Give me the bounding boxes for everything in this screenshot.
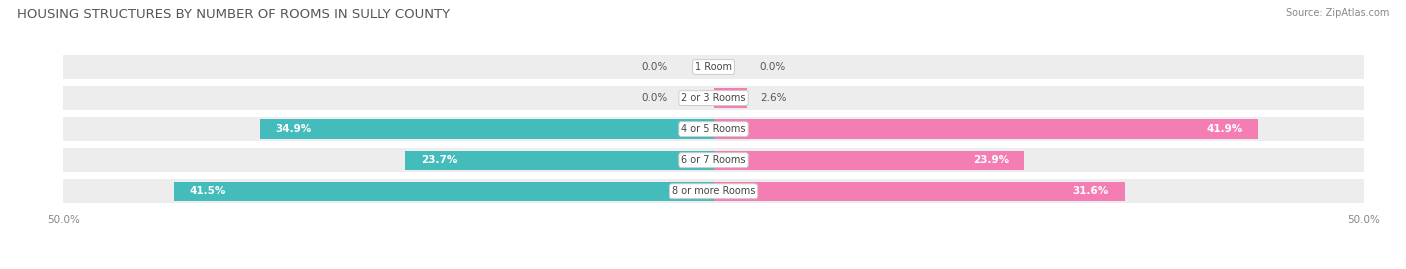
Text: 2.6%: 2.6%	[761, 93, 787, 103]
Text: 6 or 7 Rooms: 6 or 7 Rooms	[682, 155, 745, 165]
Bar	[63, 179, 1364, 203]
Bar	[63, 148, 1364, 172]
Text: 0.0%: 0.0%	[759, 62, 786, 72]
Text: 2 or 3 Rooms: 2 or 3 Rooms	[682, 93, 745, 103]
Text: 31.6%: 31.6%	[1073, 186, 1109, 196]
Text: 8 or more Rooms: 8 or more Rooms	[672, 186, 755, 196]
Text: 1 Room: 1 Room	[695, 62, 733, 72]
Text: 0.0%: 0.0%	[641, 62, 668, 72]
Bar	[63, 55, 1364, 79]
Bar	[260, 119, 713, 139]
Text: 4 or 5 Rooms: 4 or 5 Rooms	[682, 124, 745, 134]
Text: HOUSING STRUCTURES BY NUMBER OF ROOMS IN SULLY COUNTY: HOUSING STRUCTURES BY NUMBER OF ROOMS IN…	[17, 8, 450, 21]
Bar	[63, 117, 1364, 141]
Bar	[405, 151, 713, 170]
Text: 0.0%: 0.0%	[641, 93, 668, 103]
Text: 23.7%: 23.7%	[420, 155, 457, 165]
Text: 23.9%: 23.9%	[973, 155, 1008, 165]
Bar	[713, 151, 1025, 170]
Text: 41.5%: 41.5%	[190, 186, 226, 196]
Bar	[713, 182, 1125, 201]
Bar	[63, 86, 1364, 110]
Bar	[713, 119, 1258, 139]
Text: 34.9%: 34.9%	[276, 124, 312, 134]
Text: 41.9%: 41.9%	[1206, 124, 1243, 134]
Bar	[174, 182, 713, 201]
Bar	[713, 89, 748, 108]
Text: Source: ZipAtlas.com: Source: ZipAtlas.com	[1285, 8, 1389, 18]
